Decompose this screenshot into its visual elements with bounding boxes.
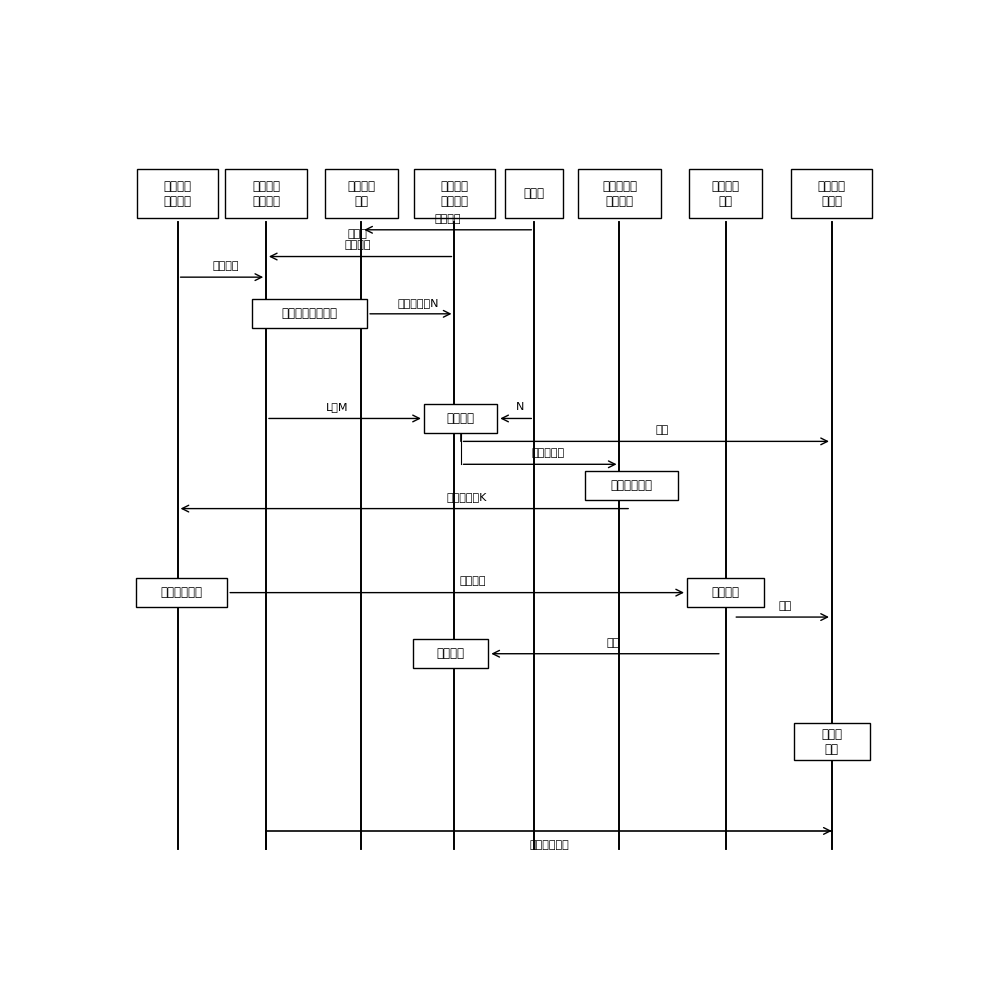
Text: 模型匹配: 模型匹配: [447, 412, 475, 425]
Bar: [687, 578, 764, 607]
Text: 差异化结构K: 差异化结构K: [446, 492, 487, 503]
Text: 专家知识整理: 专家知识整理: [161, 586, 203, 599]
Text: 不匹配信息: 不匹配信息: [531, 448, 564, 458]
Text: 公式: 公式: [655, 426, 668, 435]
Text: 专家知识
输入模块: 专家知识 输入模块: [164, 180, 192, 207]
Text: L，M: L，M: [326, 403, 348, 413]
Text: 计算所需数据: 计算所需数据: [529, 840, 569, 850]
Text: 构建解释结构模型: 构建解释结构模型: [282, 308, 338, 320]
Text: 规则: 规则: [778, 601, 792, 611]
Text: 模型存储: 模型存储: [436, 647, 464, 661]
Bar: [585, 471, 678, 500]
Bar: [689, 169, 762, 218]
Text: 消耗量
计算: 消耗量 计算: [821, 727, 842, 756]
Bar: [794, 723, 870, 760]
Text: 消耗规律: 消耗规律: [212, 261, 239, 271]
Bar: [578, 169, 661, 218]
Bar: [137, 169, 218, 218]
Text: 预测结构
构建模块: 预测结构 构建模块: [252, 180, 280, 207]
Text: 模型: 模型: [606, 638, 619, 648]
Bar: [791, 169, 872, 218]
Bar: [424, 404, 497, 433]
Text: 模型修正
模块: 模型修正 模块: [712, 180, 740, 207]
Text: 数据获取
模块: 数据获取 模块: [347, 180, 375, 207]
Bar: [325, 169, 398, 218]
Bar: [136, 578, 227, 607]
Bar: [505, 169, 563, 218]
Text: 预测模型
匹配模块: 预测模型 匹配模块: [440, 180, 468, 207]
Bar: [414, 169, 495, 218]
Text: N: N: [515, 403, 524, 413]
Text: 差异化结构
输出模块: 差异化结构 输出模块: [602, 180, 637, 207]
Text: 模型结构树N: 模型结构树N: [398, 298, 439, 308]
Bar: [252, 300, 367, 328]
Bar: [413, 639, 488, 669]
Text: 计算模型差异: 计算模型差异: [610, 479, 652, 492]
Text: 模型生成: 模型生成: [712, 586, 740, 599]
Bar: [225, 169, 307, 218]
Text: 模型库: 模型库: [524, 187, 545, 200]
Text: 预测上
下文信息: 预测上 下文信息: [344, 229, 371, 250]
Text: 模型信息: 模型信息: [435, 213, 461, 223]
Text: 消耗量计
算模块: 消耗量计 算模块: [818, 180, 846, 207]
Text: 专家知识: 专家知识: [459, 576, 486, 586]
